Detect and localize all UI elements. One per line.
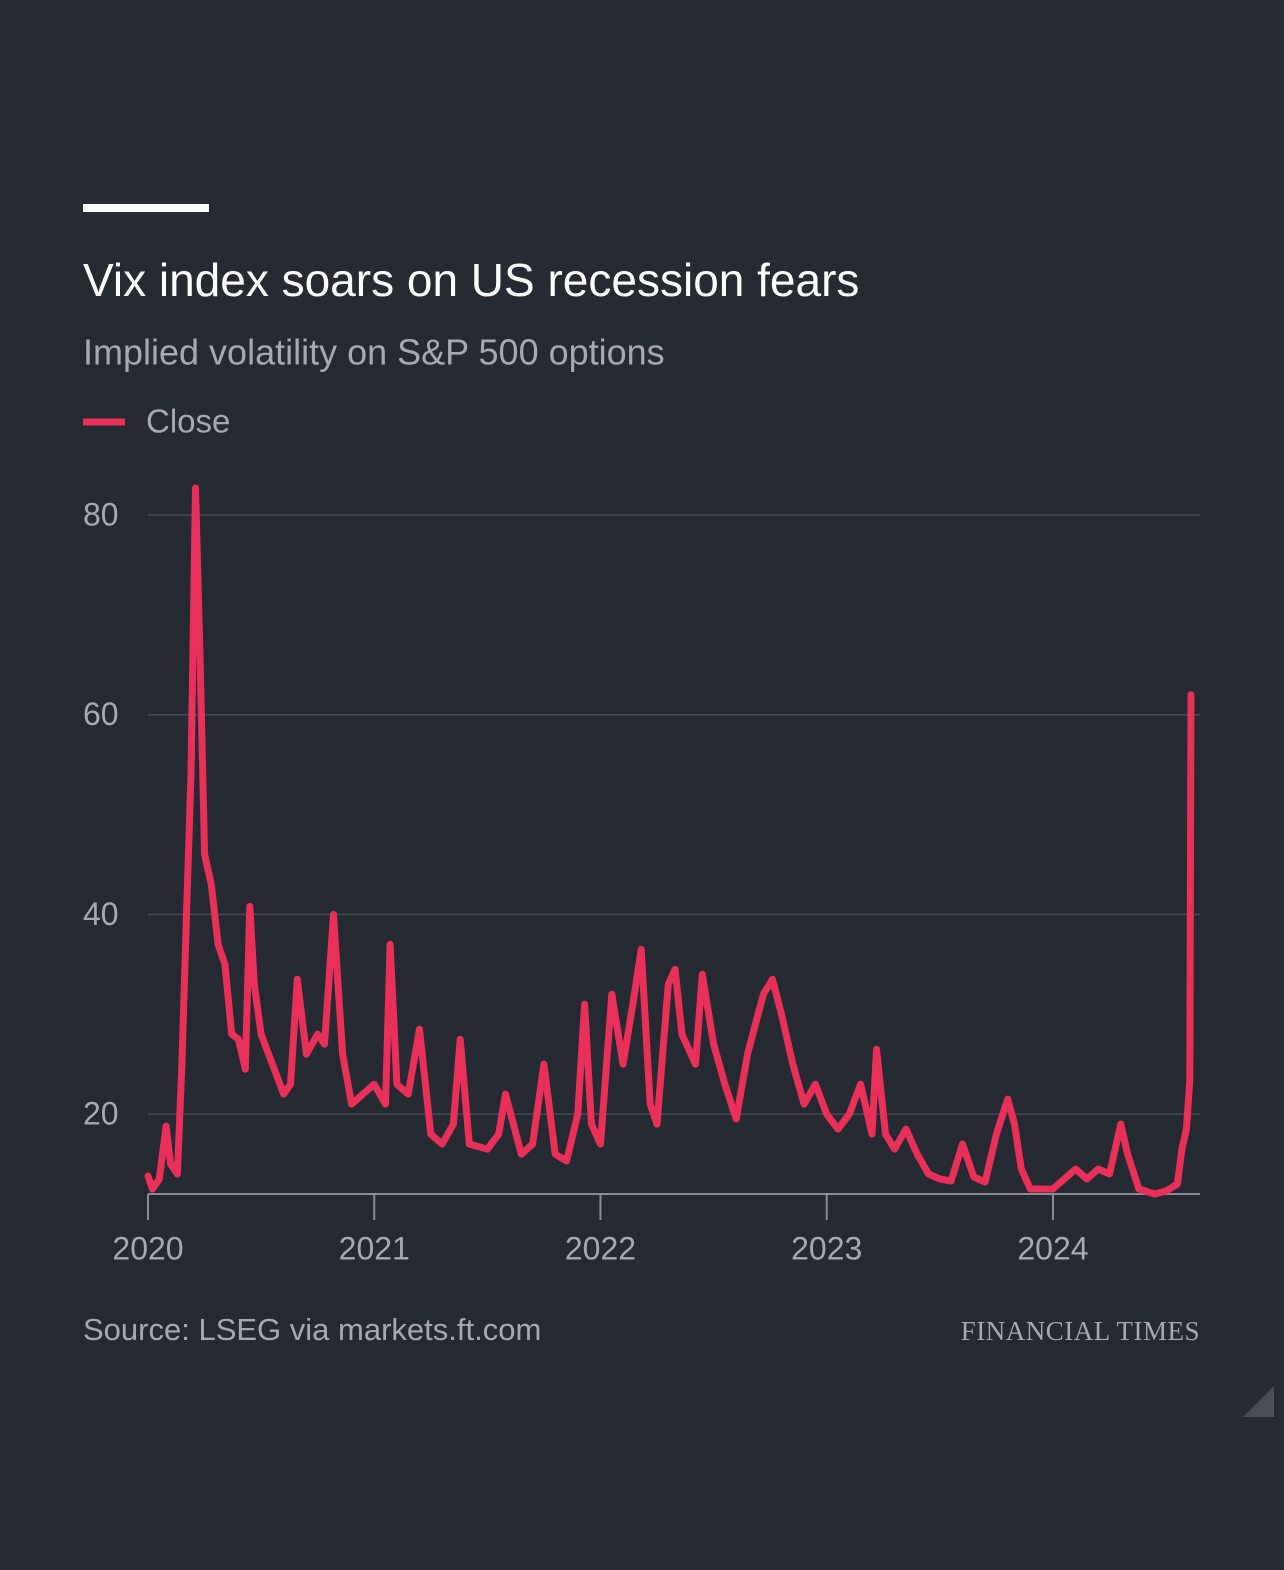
x-tick-label: 2021	[339, 1230, 410, 1266]
chart-title: Vix index soars on US recession fears	[83, 254, 859, 306]
chart-subtitle: Implied volatility on S&P 500 options	[83, 332, 665, 373]
y-tick-label: 80	[83, 496, 119, 532]
y-tick-label: 20	[83, 1096, 119, 1132]
x-tick-label: 2022	[565, 1230, 636, 1266]
x-tick-label: 2024	[1017, 1230, 1088, 1266]
x-tick-label: 2020	[112, 1230, 183, 1266]
brand: FINANCIAL TIMES	[961, 1316, 1200, 1346]
source: Source: LSEG via markets.ft.com	[83, 1312, 541, 1347]
line	[144, 484, 1195, 1198]
header-bar	[83, 204, 209, 212]
resize-corner	[1243, 1386, 1274, 1417]
legend-label: Close	[146, 403, 230, 440]
x-tick-label: 2023	[791, 1230, 862, 1266]
y-tick-label: 60	[83, 696, 119, 732]
y-tick-label: 40	[83, 896, 119, 932]
